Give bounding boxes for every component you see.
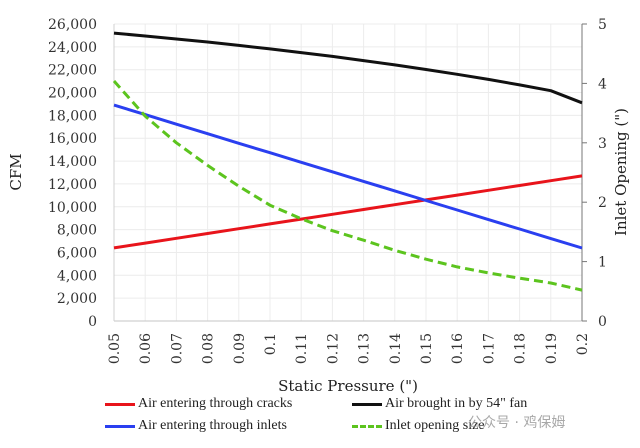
y-tick-label: 8,000 [57,223,97,239]
y-tick-label: 12,000 [48,177,97,193]
x-axis-ticks: 0.05 0.06 0.07 0.08 0.09 0.1 0.11 0.12 0.13 0.14 0… [107,333,591,364]
x-tick-label: 0.06 [138,333,154,364]
y-tick-label: 22,000 [48,63,97,79]
x-tick-label: 0.16 [450,333,466,364]
y-tick-label: 26,000 [48,17,97,33]
legend-swatch-green-dashed [352,424,382,428]
y-right-tick-label: 3 [598,136,607,152]
y-right-tick-label: 2 [598,195,607,211]
x-tick-label: 0.08 [201,333,217,364]
y-tick-label: 24,000 [48,40,97,56]
y-tick-label: 2,000 [57,291,97,307]
axes [113,24,583,322]
y-tick-label: 16,000 [48,131,97,147]
x-tick-label: 0.09 [232,333,248,364]
y-tick-label: 18,000 [48,108,97,124]
x-tick-label: 0.19 [544,333,560,364]
y-right-tick-label: 4 [598,76,607,92]
x-tick-label: 0.2 [575,333,591,355]
x-tick-label: 0.11 [294,333,310,364]
series-line-air-brought-in-by-54-fan [113,31,583,105]
y-tick-label: 10,000 [48,200,97,216]
y-right-axis-ticks: 0 1 2 3 4 5 [582,17,607,330]
y-right-axis-title: Inlet Opening (") [612,108,630,236]
legend-item-inlet-size: Inlet opening size [352,418,485,434]
gridlines [114,23,583,321]
x-axis-title: Static Pressure (") [278,377,418,395]
chart: 0 2,000 4,000 6,000 8,000 10,000 12,000 14,000 1… [7,17,630,395]
legend-item-cracks: Air entering through cracks [105,396,292,412]
legend-item-fan: Air brought in by 54" fan [352,396,527,412]
series-line-air-entering-through-cracks [113,174,583,250]
legend-label: Air entering through cracks [138,396,293,411]
x-tick-label: 0.18 [513,333,529,364]
y-tick-label: 4,000 [57,268,97,284]
legend-item-inlets: Air entering through inlets [105,418,287,434]
y-tick-label: 14,000 [48,154,97,170]
x-tick-label: 0.07 [169,333,185,364]
y-tick-label: 0 [88,314,97,330]
legend-swatch-blue [105,424,135,428]
x-tick-label: 0.12 [325,333,341,364]
watermark: 公众号 · 鸡保姆 [468,415,566,431]
x-tick-label: 0.1 [263,333,279,355]
x-tick-label: 0.05 [107,333,123,364]
x-tick-label: 0.15 [419,333,435,364]
x-tick-label: 0.14 [388,333,404,364]
y-axis-title: CFM [7,153,25,190]
x-tick-label: 0.13 [357,333,373,364]
series-lines [112,31,583,292]
y-right-tick-label: 0 [598,314,607,330]
y-axis-ticks: 0 2,000 4,000 6,000 8,000 10,000 12,000 14,000 1… [48,17,97,330]
legend-swatch-red [105,402,135,406]
legend-label: Air brought in by 54" fan [385,396,528,411]
legend-swatch-black [352,402,382,406]
y-right-tick-label: 5 [598,17,607,33]
x-tick-label: 0.17 [481,333,497,364]
y-tick-label: 20,000 [48,86,97,102]
y-tick-label: 6,000 [57,245,97,261]
series-line-air-entering-through-inlets [113,103,583,250]
y-right-tick-label: 1 [598,255,607,271]
legend-label: Inlet opening size [385,418,485,433]
series-line-inlet-opening-size [112,80,583,292]
legend-label: Air entering through inlets [138,418,287,433]
